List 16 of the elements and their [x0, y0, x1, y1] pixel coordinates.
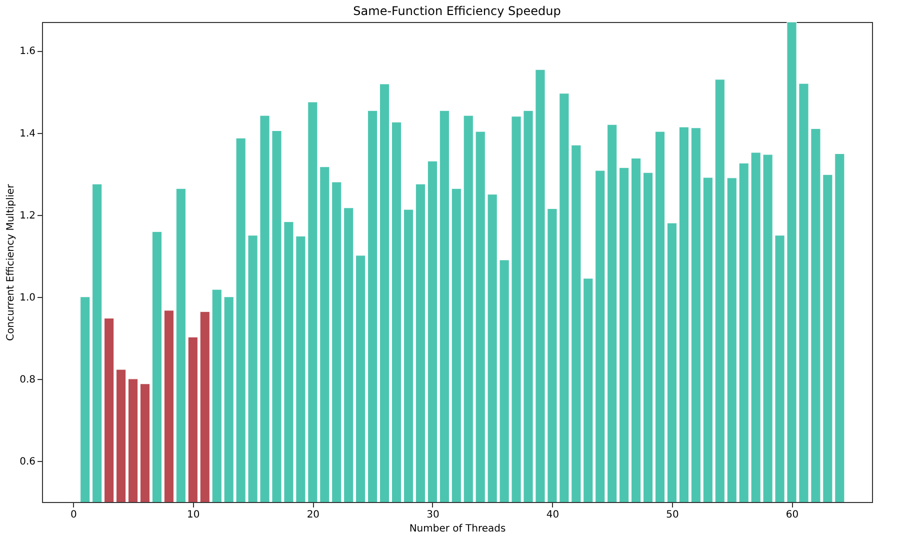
- x-tick-label: 60: [786, 510, 799, 520]
- y-axis-title: Concurrent Efficiency Multiplier: [6, 183, 17, 341]
- x-tick-label: 0: [70, 510, 77, 520]
- x-tick-label: 20: [306, 510, 320, 520]
- x-tick-label: 40: [546, 510, 560, 520]
- x-axis-title: Number of Threads: [409, 524, 506, 534]
- x-tick-label: 10: [187, 510, 200, 520]
- x-tick-label: 50: [666, 510, 679, 520]
- y-tick-label: 1.4: [20, 128, 36, 140]
- y-tick-label: 0.8: [20, 374, 36, 386]
- y-tick-label: 1.2: [20, 210, 36, 222]
- y-tick-label: 1.6: [20, 46, 36, 58]
- y-tick-label: 1.0: [20, 292, 36, 304]
- y-tick-label: 0.6: [20, 456, 36, 468]
- chart-title: Same-Function Efficiency Speedup: [353, 4, 561, 18]
- x-tick-label: 30: [426, 510, 440, 520]
